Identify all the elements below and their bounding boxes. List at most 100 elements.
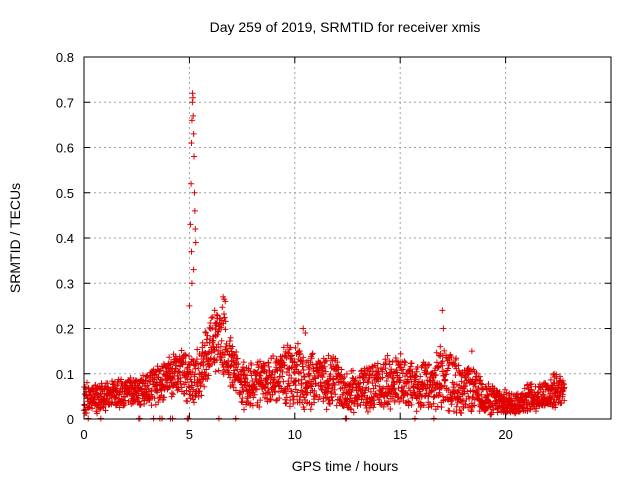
data-point xyxy=(168,390,175,397)
plot-frame xyxy=(83,56,612,420)
data-point xyxy=(184,398,191,405)
data-point xyxy=(382,360,389,367)
data-point xyxy=(444,355,451,362)
data-point xyxy=(143,373,150,380)
data-point xyxy=(528,380,535,387)
data-point xyxy=(511,402,518,409)
data-point xyxy=(437,343,444,350)
data-point xyxy=(478,391,485,398)
x-tick-label: 20 xyxy=(498,427,512,442)
data-point xyxy=(192,360,199,367)
data-point xyxy=(549,384,556,391)
data-point xyxy=(302,330,309,337)
data-point xyxy=(363,396,370,403)
data-point xyxy=(364,379,371,386)
data-point xyxy=(384,352,391,359)
data-point xyxy=(355,380,362,387)
data-point xyxy=(230,384,237,391)
data-point xyxy=(222,298,229,305)
data-point xyxy=(391,386,398,393)
data-point xyxy=(312,393,319,400)
data-point xyxy=(280,344,287,351)
data-point xyxy=(311,387,318,394)
data-point xyxy=(430,400,437,407)
data-point xyxy=(556,373,563,380)
data-point xyxy=(475,384,482,391)
data-point xyxy=(298,387,305,394)
data-point xyxy=(195,393,202,400)
data-point xyxy=(169,376,176,383)
data-point xyxy=(389,359,396,366)
data-point xyxy=(294,340,301,347)
data-point xyxy=(227,383,234,390)
data-point xyxy=(372,382,379,389)
data-point xyxy=(170,391,177,398)
data-point xyxy=(209,324,216,331)
data-point xyxy=(168,366,175,373)
data-point xyxy=(190,112,197,119)
data-point xyxy=(286,382,293,389)
data-point xyxy=(325,352,332,359)
data-point xyxy=(438,384,445,391)
data-point xyxy=(348,388,355,395)
data-point xyxy=(452,372,459,379)
data-point xyxy=(230,367,237,374)
data-point xyxy=(276,395,283,402)
y-tick-label: 0.5 xyxy=(56,186,74,201)
chart-title: Day 259 of 2019, SRMTID for receiver xmi… xyxy=(210,19,481,35)
data-point xyxy=(83,379,90,386)
data-point xyxy=(301,373,308,380)
data-point xyxy=(501,386,508,393)
axis-ticks xyxy=(83,56,611,420)
data-point xyxy=(433,372,440,379)
data-point xyxy=(244,379,251,386)
data-point xyxy=(369,363,376,370)
data-point xyxy=(144,382,151,389)
data-point xyxy=(250,394,257,401)
data-point xyxy=(362,387,369,394)
data-point xyxy=(228,348,235,355)
data-point xyxy=(248,361,255,368)
data-point xyxy=(239,399,246,406)
data-point xyxy=(331,381,338,388)
data-point xyxy=(485,393,492,400)
data-point xyxy=(337,396,344,403)
data-point xyxy=(551,370,558,377)
y-tick-label: 0.6 xyxy=(56,141,74,156)
data-point xyxy=(370,404,377,411)
data-point xyxy=(299,361,306,368)
data-point xyxy=(319,374,326,381)
data-point xyxy=(327,401,334,408)
data-point xyxy=(527,406,534,413)
data-point xyxy=(273,397,280,404)
data-point xyxy=(257,358,264,365)
data-point xyxy=(448,353,455,360)
data-point xyxy=(174,387,181,394)
data-point xyxy=(408,360,415,367)
data-point xyxy=(300,367,307,374)
data-point xyxy=(191,207,198,214)
data-point xyxy=(322,368,329,375)
data-point xyxy=(202,329,209,336)
data-point xyxy=(402,359,409,366)
data-point xyxy=(129,393,136,400)
data-point xyxy=(438,404,445,411)
data-point xyxy=(211,307,218,314)
data-point xyxy=(208,314,215,321)
data-point xyxy=(89,388,96,395)
data-point xyxy=(436,391,443,398)
data-point xyxy=(374,360,381,367)
data-point xyxy=(290,396,297,403)
data-point xyxy=(234,355,241,362)
y-tick-label: 0.1 xyxy=(56,367,74,382)
data-point xyxy=(551,393,558,400)
data-point xyxy=(238,398,245,405)
data-point xyxy=(187,221,194,228)
data-points xyxy=(81,90,568,422)
data-point xyxy=(109,378,116,385)
data-point xyxy=(102,407,109,414)
data-point xyxy=(395,385,402,392)
data-point xyxy=(434,403,441,410)
data-point xyxy=(317,379,324,386)
